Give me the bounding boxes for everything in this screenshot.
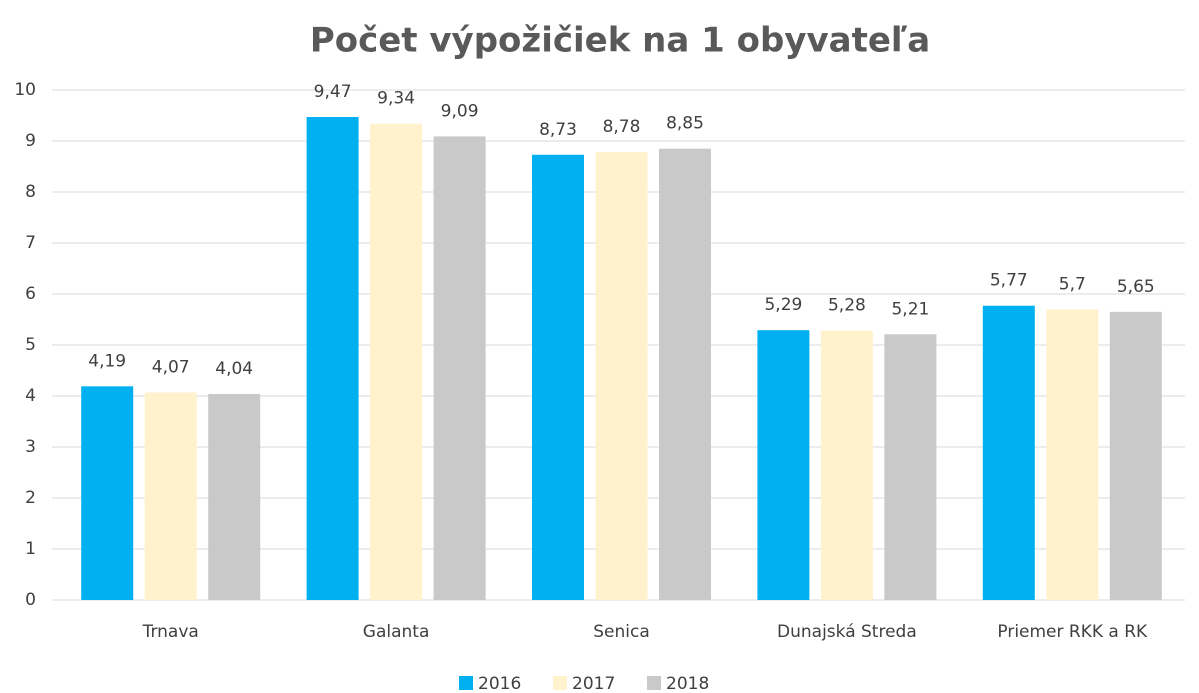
data-label: 4,19 [88, 351, 126, 371]
data-label: 5,7 [1059, 274, 1086, 294]
bar [81, 386, 134, 600]
legend-label: 2017 [572, 674, 615, 693]
bar [659, 148, 711, 600]
legend-swatch [647, 676, 661, 690]
x-tick-label: Dunajská Streda [777, 622, 917, 642]
data-label: 5,77 [990, 271, 1028, 291]
legend-label: 2016 [478, 674, 521, 693]
data-label: 4,04 [215, 359, 253, 379]
legend-label: 2018 [666, 674, 709, 693]
y-tick-label: 4 [25, 386, 36, 406]
bar [1046, 309, 1099, 600]
bar [757, 330, 810, 600]
y-tick-label: 10 [14, 80, 36, 100]
y-tick-label: 8 [25, 182, 36, 202]
data-label: 9,09 [441, 101, 479, 121]
x-tick-label: Galanta [363, 622, 430, 642]
data-label: 8,85 [666, 114, 704, 134]
x-tick-label: Senica [593, 622, 650, 642]
chart-title: Počet výpožičiek na 1 obyvateľa [310, 21, 930, 61]
data-label: 8,78 [603, 117, 641, 137]
data-label: 9,47 [314, 82, 352, 102]
data-label: 9,34 [377, 89, 415, 109]
bar [433, 136, 486, 600]
bar [144, 392, 197, 600]
bar [595, 152, 648, 600]
bar [532, 154, 584, 600]
y-tick-label: 9 [25, 131, 36, 151]
bar [1109, 311, 1162, 600]
data-label: 5,29 [764, 295, 802, 315]
data-label: 8,73 [539, 120, 577, 140]
x-tick-label: Priemer RKK a RK [997, 622, 1148, 642]
data-label: 5,21 [891, 299, 929, 319]
x-tick-label: Trnava [142, 622, 199, 642]
y-tick-label: 5 [25, 335, 36, 355]
data-label: 5,28 [828, 296, 866, 316]
y-tick-label: 7 [25, 233, 36, 253]
bar [208, 393, 261, 600]
y-tick-label: 6 [25, 284, 36, 304]
data-label: 4,07 [152, 357, 190, 377]
bar [370, 123, 423, 600]
bar [306, 117, 359, 600]
bar [820, 330, 873, 600]
y-tick-label: 2 [25, 488, 36, 508]
y-tick-label: 0 [25, 590, 36, 610]
data-label: 5,65 [1117, 277, 1155, 297]
y-tick-label: 3 [25, 437, 36, 457]
legend-swatch [553, 676, 567, 690]
bar [982, 305, 1035, 600]
y-tick-label: 1 [25, 539, 36, 559]
legend-swatch [459, 676, 473, 690]
bar [884, 334, 937, 600]
